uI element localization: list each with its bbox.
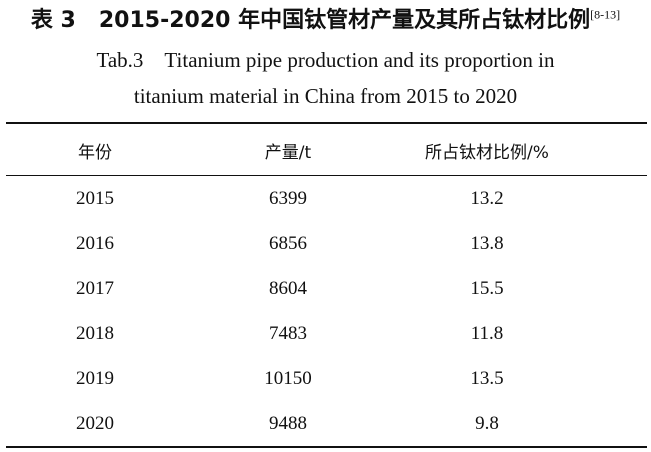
cell-production: 6399 bbox=[269, 188, 307, 209]
header-rule bbox=[6, 175, 647, 176]
top-rule bbox=[6, 122, 647, 124]
table-label: 表 3 bbox=[30, 8, 76, 33]
table-row: 2016 6856 13.8 bbox=[0, 229, 651, 259]
cell-year: 2016 bbox=[76, 233, 114, 254]
cell-production: 6856 bbox=[269, 233, 307, 254]
table-caption-en-line2: titanium material in China from 2015 to … bbox=[133, 84, 518, 108]
cell-production: 9488 bbox=[269, 413, 307, 434]
cell-proportion: 13.8 bbox=[470, 233, 504, 254]
cell-proportion: 11.8 bbox=[470, 323, 504, 344]
cell-year: 2015 bbox=[76, 188, 114, 209]
cell-production: 8604 bbox=[269, 278, 307, 299]
bottom-rule bbox=[6, 446, 647, 448]
cell-year: 2017 bbox=[76, 278, 114, 299]
table-row: 2019 10150 13.5 bbox=[0, 364, 651, 394]
cell-year: 2018 bbox=[76, 323, 114, 344]
cell-proportion: 9.8 bbox=[475, 413, 499, 434]
table-row: 2018 7483 11.8 bbox=[0, 319, 651, 349]
header-production: 产量/t bbox=[264, 143, 312, 163]
table-row: 2015 6399 13.2 bbox=[0, 184, 651, 214]
table-caption-zh: 表 3 2015-2020 年中国钛管材产量及其所占钛材比例[8-13] bbox=[0, 2, 651, 34]
cell-production: 10150 bbox=[264, 368, 312, 389]
table-row: 2020 9488 9.8 bbox=[0, 409, 651, 439]
cell-proportion: 13.5 bbox=[470, 368, 504, 389]
header-year: 年份 bbox=[78, 143, 112, 163]
header-proportion: 所占钛材比例/% bbox=[425, 143, 549, 163]
table-title-zh: 2015-2020 年中国钛管材产量及其所占钛材比例 bbox=[98, 8, 591, 33]
cell-year: 2019 bbox=[76, 368, 114, 389]
citation-ref: [8-13] bbox=[590, 7, 621, 22]
table-header-row: 年份 产量/t 所占钛材比例/% bbox=[0, 138, 651, 168]
cell-production: 7483 bbox=[269, 323, 307, 344]
table-caption-en-line1: Tab.3 Titanium pipe production and its p… bbox=[96, 48, 555, 72]
table-row: 2017 8604 15.5 bbox=[0, 274, 651, 304]
cell-year: 2020 bbox=[76, 413, 114, 434]
cell-proportion: 15.5 bbox=[470, 278, 504, 299]
cell-proportion: 13.2 bbox=[470, 188, 504, 209]
